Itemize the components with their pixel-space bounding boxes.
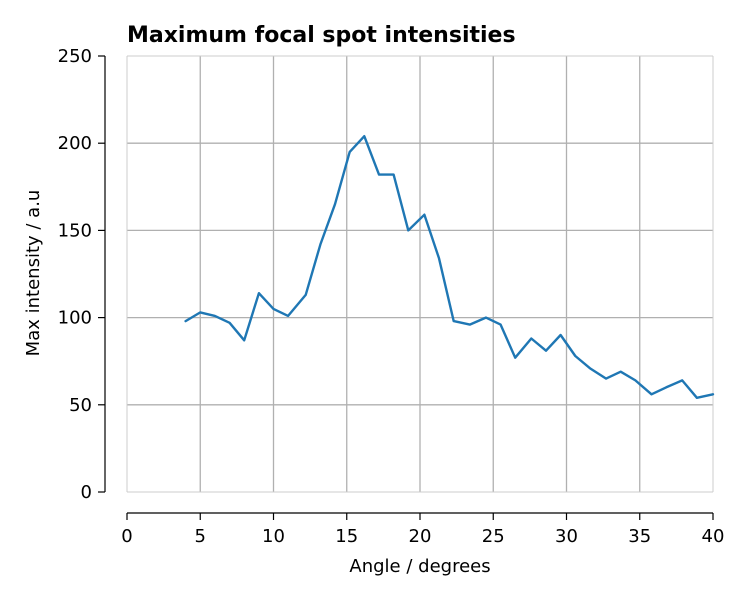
- y-tick-label: 100: [58, 308, 92, 329]
- x-tick-label: 30: [555, 526, 578, 547]
- chart-title: Maximum focal spot intensities: [127, 23, 516, 48]
- y-tick-label: 250: [58, 46, 92, 67]
- y-tick-label: 0: [81, 482, 92, 503]
- y-axis-label: Max intensity / a.u: [23, 190, 44, 357]
- x-tick-label: 25: [482, 526, 505, 547]
- plot-frame: [126, 55, 714, 493]
- grid: [127, 56, 713, 492]
- series-layer: [184, 134, 715, 399]
- y-tick-label: 150: [58, 220, 92, 241]
- x-axis-label: Angle / degrees: [349, 556, 490, 577]
- x-tick-label: 40: [702, 526, 725, 547]
- x-tick-label: 35: [628, 526, 651, 547]
- x-tick-label: 20: [409, 526, 432, 547]
- y-tick-label: 50: [69, 395, 92, 416]
- x-tick-label: 10: [262, 526, 285, 547]
- axes: 0 5 10 15 20 25 30 35 40 0 50 100 150 200 250: [58, 46, 725, 547]
- y-tick-label: 200: [58, 133, 92, 154]
- x-tick-label: 15: [335, 526, 358, 547]
- series-line: [184, 134, 715, 399]
- x-tick-label: 0: [121, 526, 132, 547]
- x-tick-label: 5: [195, 526, 206, 547]
